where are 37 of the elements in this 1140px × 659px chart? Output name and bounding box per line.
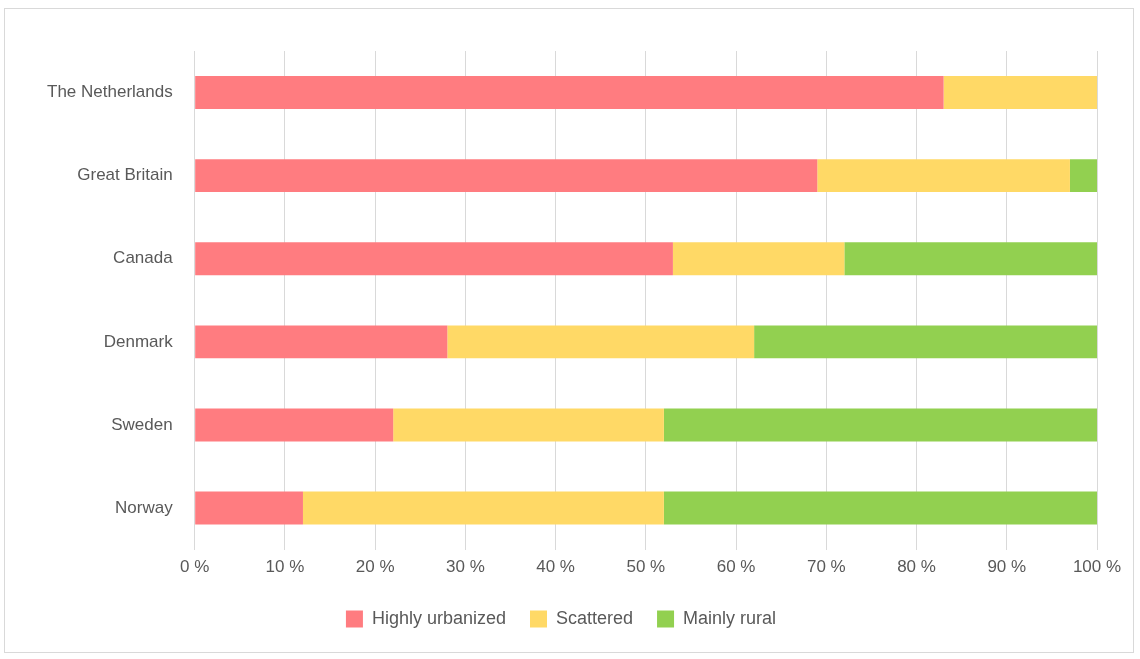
bar (663, 491, 1097, 525)
y-tick-label: Sweden (111, 414, 173, 434)
x-tick-label: 50 % (626, 557, 666, 577)
x-tick-label: 60 % (716, 557, 756, 577)
bar (393, 408, 664, 442)
x-tick-label: 10 % (265, 557, 305, 577)
y-tick-label: Canada (113, 248, 174, 268)
bar (1069, 159, 1097, 193)
x-tick-label: 70 % (806, 557, 846, 577)
bar (195, 159, 818, 193)
bar (195, 76, 944, 109)
x-tick-label: 100 % (1072, 557, 1122, 577)
x-tick-label: 90 % (987, 557, 1027, 577)
bar (302, 491, 664, 525)
x-tick-label: 80 % (897, 557, 936, 577)
bar (943, 76, 1097, 109)
y-tick-label: Great Britain (77, 165, 173, 185)
y-tick-label: The Netherlands (46, 82, 173, 102)
bar (663, 408, 1097, 442)
bar (817, 159, 1070, 193)
bar (672, 242, 845, 276)
legend-label: Highly urbanized (371, 607, 507, 628)
bar (447, 325, 755, 359)
bar (844, 242, 1097, 276)
y-tick-label: Denmark (103, 331, 174, 351)
x-tick-label: 30 % (446, 557, 485, 577)
bar (754, 325, 1097, 359)
bar (195, 325, 448, 359)
x-tick-label: 0 % (180, 557, 210, 577)
x-tick-label: 40 % (536, 557, 575, 577)
legend-label: Mainly rural (683, 607, 777, 628)
bar (195, 408, 394, 442)
legend-label: Scattered (556, 607, 634, 628)
bar (195, 491, 303, 525)
y-tick-label: Norway (115, 497, 174, 517)
bar (195, 242, 673, 276)
x-tick-label: 20 % (355, 557, 395, 577)
